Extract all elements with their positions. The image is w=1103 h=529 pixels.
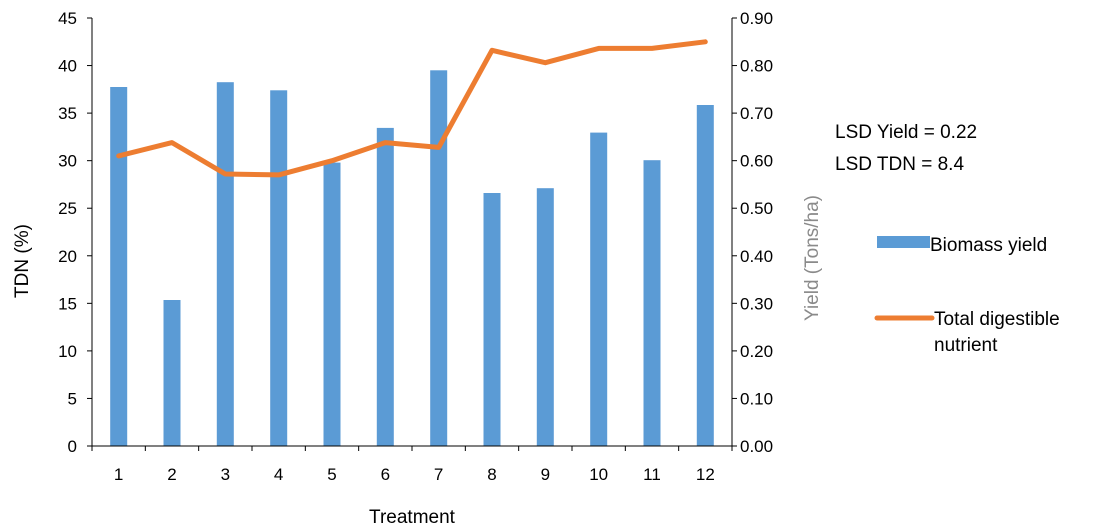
x-tick-label-8: 8 bbox=[487, 465, 496, 484]
annotation-group: LSD Yield = 0.22 LSD TDN = 8.4 bbox=[835, 122, 977, 175]
bar-biomass-yield-8 bbox=[483, 193, 501, 446]
y-left-tick-label: 20 bbox=[58, 247, 77, 266]
bar-biomass-yield-10 bbox=[590, 132, 608, 446]
y-right-tick-label: 0.60 bbox=[740, 152, 773, 171]
x-tick-label-5: 5 bbox=[327, 465, 336, 484]
y-right-tick-label: 0.40 bbox=[740, 247, 773, 266]
y-left-tick-label: 0 bbox=[68, 437, 77, 456]
x-tick-label-9: 9 bbox=[541, 465, 550, 484]
line-series-total-digestible-nutrient bbox=[116, 39, 708, 178]
y-left-tick-label: 5 bbox=[68, 389, 77, 408]
x-tick-label-1: 1 bbox=[114, 465, 123, 484]
bar-biomass-yield-11 bbox=[643, 160, 661, 446]
x-axis-title: Treatment bbox=[369, 507, 456, 528]
bar-biomass-yield-4 bbox=[270, 90, 288, 447]
legend-tdn-label-line-2: nutrient bbox=[934, 335, 998, 356]
bar-biomass-yield-2 bbox=[163, 300, 181, 446]
y-axis-left-title: TDN (%) bbox=[12, 224, 33, 298]
chart-axes bbox=[87, 17, 737, 451]
x-tick-label-11: 11 bbox=[643, 465, 661, 484]
bar-biomass-yield-12 bbox=[696, 105, 714, 446]
y-right-tick-label: 0.00 bbox=[740, 437, 773, 456]
legend-biomass-yield-swatch bbox=[877, 236, 930, 248]
tick-labels: 0510152025303540450.000.100.200.300.400.… bbox=[58, 9, 773, 484]
y-left-tick-label: 25 bbox=[58, 199, 77, 218]
bar-biomass-yield-6 bbox=[376, 127, 394, 447]
x-tick-label-6: 6 bbox=[381, 465, 390, 484]
y-left-tick-label: 10 bbox=[58, 342, 77, 361]
bar-biomass-yield-1 bbox=[110, 87, 128, 446]
y-right-tick-label: 0.50 bbox=[740, 199, 773, 218]
y-left-tick-label: 35 bbox=[58, 104, 77, 123]
bar-biomass-yield-3 bbox=[216, 82, 234, 446]
tdn-line bbox=[116, 39, 708, 178]
bar-biomass-yield-5 bbox=[323, 162, 341, 446]
bar-series-biomass-yield bbox=[110, 70, 714, 447]
y-left-tick-label: 40 bbox=[58, 57, 77, 76]
y-axis-right-title: Yield (Tons/ha) bbox=[802, 195, 823, 321]
lsd-tdn-annotation: LSD TDN = 8.4 bbox=[835, 154, 964, 175]
y-right-tick-label: 0.10 bbox=[740, 389, 773, 408]
y-right-tick-label: 0.70 bbox=[740, 104, 773, 123]
y-right-tick-label: 0.90 bbox=[740, 9, 773, 28]
x-tick-label-4: 4 bbox=[274, 465, 283, 484]
legend-tdn-label-line-1: Total digestible bbox=[934, 309, 1060, 330]
bar-biomass-yield-7 bbox=[430, 70, 448, 447]
x-tick-label-12: 12 bbox=[696, 465, 715, 484]
legend: Biomass yield Total digestible nutrient bbox=[874, 235, 1065, 356]
x-tick-label-7: 7 bbox=[434, 465, 443, 484]
x-tick-label-10: 10 bbox=[589, 465, 608, 484]
y-right-tick-label: 0.80 bbox=[740, 57, 773, 76]
y-left-tick-label: 30 bbox=[58, 152, 77, 171]
y-left-tick-label: 45 bbox=[58, 9, 77, 28]
legend-total-digestible-nutrient-label: Total digestible nutrient bbox=[934, 309, 1065, 356]
bar-biomass-yield-9 bbox=[536, 188, 554, 446]
y-right-tick-label: 0.20 bbox=[740, 342, 773, 361]
lsd-yield-annotation: LSD Yield = 0.22 bbox=[835, 122, 977, 143]
x-tick-label-2: 2 bbox=[167, 465, 176, 484]
legend-biomass-yield-label: Biomass yield bbox=[930, 235, 1047, 256]
x-tick-label-3: 3 bbox=[221, 465, 230, 484]
y-right-tick-label: 0.30 bbox=[740, 294, 773, 313]
y-left-tick-label: 15 bbox=[58, 294, 77, 313]
